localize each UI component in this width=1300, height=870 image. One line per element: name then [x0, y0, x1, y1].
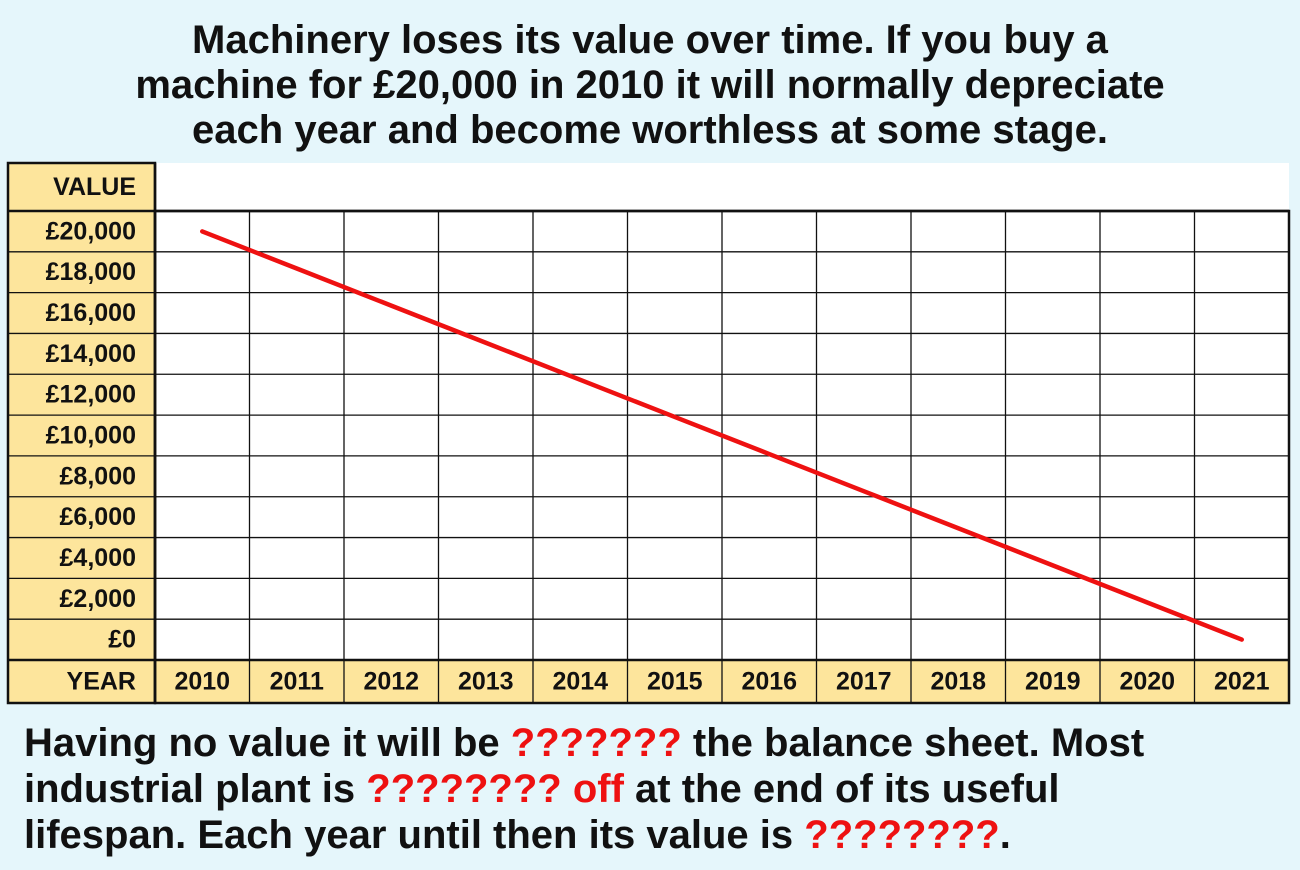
- question-line-2-start: industrial plant is: [24, 767, 367, 811]
- question-text: Having no value it will be ??????? the b…: [24, 720, 1294, 858]
- y-tick-label: £6,000: [60, 503, 136, 531]
- question-line-3-start: lifespan. Each year until then its value…: [24, 813, 805, 857]
- x-tick-label: 2020: [1119, 668, 1175, 696]
- question-line-1: Having no value it will be ??????? the b…: [24, 720, 1294, 766]
- grid-border: [153, 209, 1291, 705]
- x-tick-label: 2012: [363, 668, 419, 696]
- y-axis-label-column: [8, 163, 155, 703]
- answer-blank-1: ???????: [510, 721, 682, 765]
- question-line-3-end: .: [999, 813, 1011, 857]
- x-tick-label: 2010: [174, 668, 230, 696]
- question-line-1-end: the balance sheet. Most: [681, 721, 1145, 765]
- y-tick-label: £14,000: [46, 340, 136, 368]
- x-tick-label: 2014: [552, 668, 608, 696]
- question-line-2: industrial plant is ???????? off at the …: [24, 766, 1294, 812]
- y-tick-label: £16,000: [46, 299, 136, 327]
- page-title: Machinery loses its value over time. If …: [0, 18, 1300, 153]
- x-tick-label: 2017: [836, 668, 892, 696]
- y-tick-label: £8,000: [60, 462, 136, 490]
- title-line-1: Machinery loses its value over time. If …: [192, 18, 1108, 62]
- depreciation-line: [200, 229, 1244, 642]
- x-tick-label: 2011: [270, 668, 324, 696]
- x-tick-label: 2013: [458, 668, 514, 696]
- y-tick-label: £18,000: [46, 258, 136, 286]
- x-tick-label: 2016: [741, 668, 797, 696]
- y-tick-label: £0: [108, 626, 136, 654]
- x-axis-title: YEAR: [67, 668, 136, 696]
- x-tick-label: 2021: [1214, 668, 1270, 696]
- question-line-1-start: Having no value it will be: [24, 721, 511, 765]
- answer-blank-2: ???????? off: [366, 767, 624, 811]
- y-tick-label: £12,000: [46, 381, 136, 409]
- x-tick-label: 2019: [1025, 668, 1081, 696]
- y-tick-label: £2,000: [60, 585, 136, 613]
- title-line-2: machine for £20,000 in 2010 it will norm…: [135, 63, 1165, 107]
- answer-blank-3: ????????: [804, 813, 1000, 857]
- title-line-3: each year and become worthless at some s…: [192, 108, 1108, 152]
- x-tick-label: 2015: [647, 668, 703, 696]
- x-tick-label: 2018: [930, 668, 986, 696]
- y-tick-label: £10,000: [46, 422, 136, 450]
- question-line-2-end: at the end of its useful: [623, 767, 1060, 811]
- question-line-3: lifespan. Each year until then its value…: [24, 812, 1294, 858]
- chart-background: [8, 163, 1289, 703]
- y-axis-title: VALUE: [53, 173, 136, 201]
- y-tick-label: £4,000: [60, 544, 136, 572]
- y-tick-label: £20,000: [46, 217, 136, 245]
